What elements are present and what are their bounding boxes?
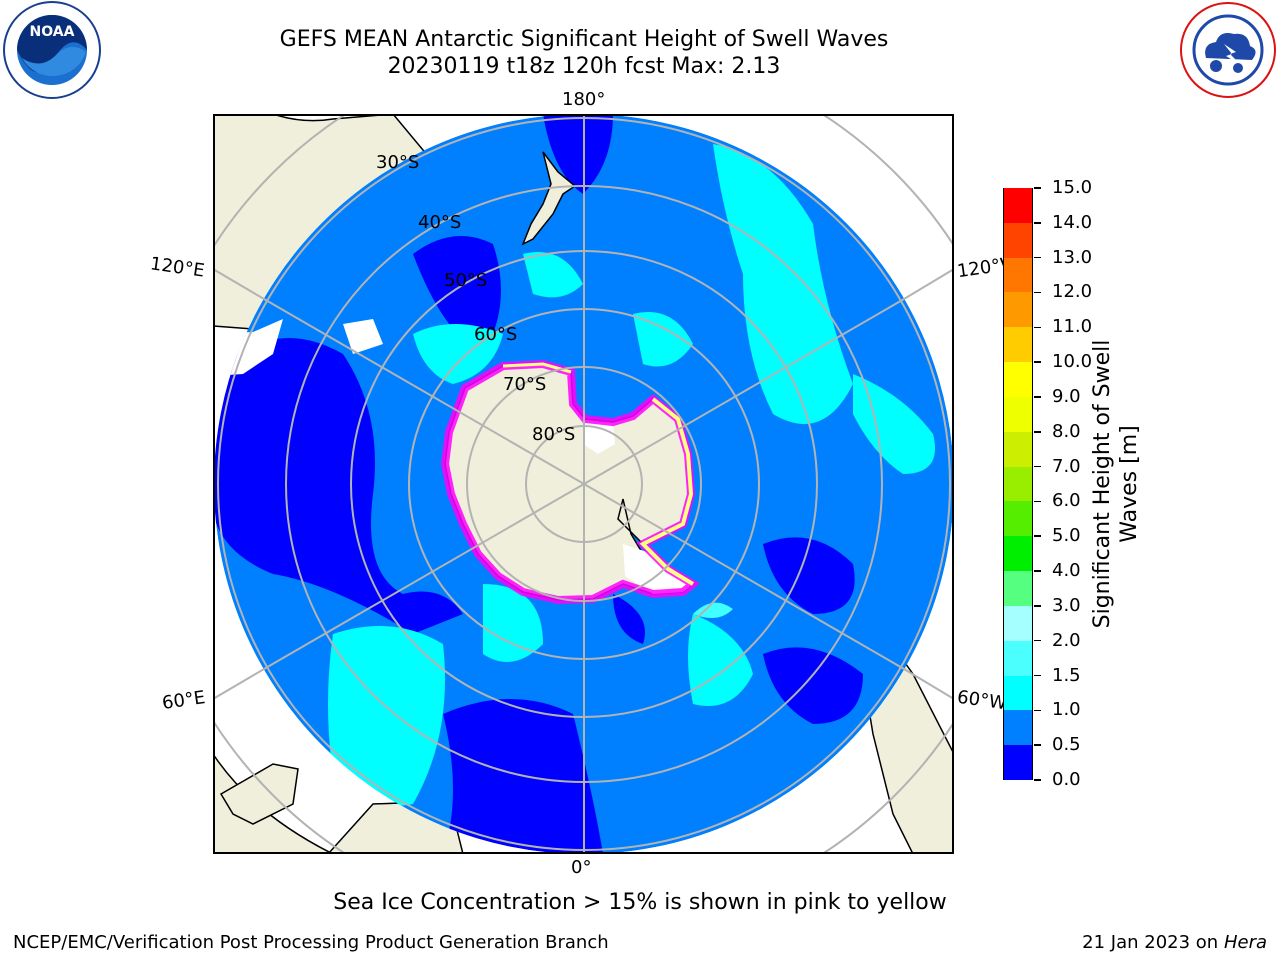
colorbar-tick-label: 8.0 (1052, 420, 1081, 442)
colorbar-segment (1004, 605, 1032, 641)
colorbar-title: Significant Height of Swell Waves [m] (1089, 340, 1143, 629)
colorbar-segment (1004, 187, 1032, 223)
colorbar-tick-label: 1.5 (1052, 664, 1081, 686)
colorbar-tick-label: 3.0 (1052, 594, 1081, 616)
noaa-logo-icon: NOAA (3, 1, 101, 99)
colorbar-tick (1034, 639, 1041, 642)
parallel-label-70s: 70°S (503, 374, 547, 395)
colorbar-segment (1004, 744, 1032, 780)
colorbar-tick-label: 4.0 (1052, 560, 1081, 582)
colorbar-tick (1034, 256, 1041, 259)
colorbar-tick (1034, 709, 1041, 712)
colorbar-tick-label: 5.0 (1052, 525, 1081, 547)
colorbar-segment (1004, 709, 1032, 746)
colorbar-segment (1004, 396, 1032, 432)
parallel-label-40s: 40°S (418, 212, 462, 233)
footer-date: 21 Jan 2023 on (1082, 932, 1224, 953)
colorbar-tick (1034, 187, 1041, 189)
colorbar-segment (1004, 326, 1032, 363)
colorbar-tick (1034, 674, 1041, 677)
parallel-label-60s: 60°S (474, 324, 518, 345)
colorbar-tick-label: 7.0 (1052, 455, 1081, 477)
map-canvas (215, 116, 952, 852)
colorbar-tick-label: 10.0 (1052, 351, 1093, 373)
colorbar-tick (1034, 361, 1041, 363)
parallel-label-30s: 30°S (376, 152, 420, 173)
meridian-label-120e: 120°E (148, 253, 206, 282)
colorbar-segment (1004, 640, 1032, 676)
noaa-logo-text: NOAA (30, 24, 75, 40)
colorbar-tick-label: 0.5 (1052, 734, 1081, 756)
map-title: GEFS MEAN Antarctic Significant Height o… (279, 27, 889, 52)
colorbar-tick (1034, 222, 1041, 224)
colorbar-tick (1034, 396, 1041, 398)
colorbar-tick (1034, 291, 1041, 294)
meridian-label-180: 180° (562, 89, 606, 110)
colorbar-tick-label: 2.0 (1052, 629, 1081, 651)
colorbar (1003, 187, 1033, 780)
footer-right: 21 Jan 2023 on Hera (1082, 932, 1267, 953)
colorbar-segment (1004, 675, 1032, 711)
meridian-label-0: 0° (571, 857, 592, 878)
colorbar-tick (1034, 431, 1041, 433)
colorbar-tick (1034, 500, 1041, 503)
colorbar-segment (1004, 361, 1032, 397)
colorbar-segment (1004, 535, 1032, 572)
map-subtitle: 20230119 t18z 120h fcst Max: 2.13 (387, 54, 781, 79)
nws-logo-icon (1180, 2, 1276, 98)
colorbar-tick-label: 12.0 (1052, 281, 1093, 303)
colorbar-tick (1034, 465, 1041, 468)
colorbar-tick-label: 6.0 (1052, 490, 1081, 512)
colorbar-segment (1004, 431, 1032, 467)
colorbar-segment (1004, 466, 1032, 502)
colorbar-segment (1004, 222, 1032, 258)
colorbar-tick (1034, 570, 1041, 572)
colorbar-segment (1004, 257, 1032, 293)
colorbar-tick (1034, 605, 1041, 607)
parallel-label-50s: 50°S (444, 270, 488, 291)
colorbar-tick-label: 14.0 (1052, 211, 1093, 233)
colorbar-tick-label: 15.0 (1052, 177, 1093, 198)
colorbar-tick-label: 9.0 (1052, 385, 1081, 407)
colorbar-segment (1004, 500, 1032, 537)
colorbar-segment (1004, 570, 1032, 606)
parallel-label-80s: 80°S (532, 424, 576, 445)
footer-left: NCEP/EMC/Verification Post Processing Pr… (13, 932, 609, 953)
colorbar-title-line2: Waves [m] (1117, 425, 1142, 543)
colorbar-tick-label: 1.0 (1052, 699, 1081, 721)
meridian-label-60e: 60°E (160, 687, 207, 714)
colorbar-tick (1034, 535, 1041, 537)
footer-system: Hera (1223, 932, 1267, 953)
colorbar-tick-label: 13.0 (1052, 246, 1093, 268)
sea-ice-note: Sea Ice Concentration > 15% is shown in … (333, 890, 947, 915)
colorbar-tick-label: 11.0 (1052, 316, 1093, 338)
colorbar-segment (1004, 291, 1032, 328)
colorbar-tick (1034, 326, 1041, 329)
colorbar-tick (1034, 744, 1041, 746)
meridian-label-60w: 60°W (955, 686, 1008, 715)
colorbar-tick-label: 0.0 (1052, 769, 1081, 790)
polar-map (213, 114, 954, 854)
colorbar-title-line1: Significant Height of Swell (1090, 339, 1115, 629)
colorbar-tick (1034, 779, 1041, 781)
